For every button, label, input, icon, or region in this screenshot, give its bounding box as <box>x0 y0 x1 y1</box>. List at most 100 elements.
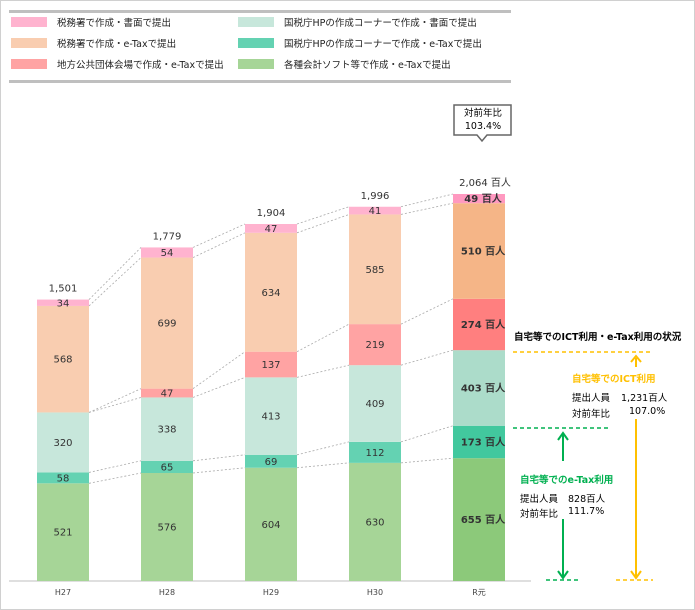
callout: 対前年比 103.4% <box>457 107 509 133</box>
data-label: 604 <box>261 520 280 531</box>
connector-line <box>296 323 350 353</box>
data-label: 173 百人 <box>461 435 506 448</box>
bar-segment <box>349 462 401 581</box>
data-label: 521 <box>53 528 72 539</box>
connector-line <box>192 232 246 258</box>
connector-line <box>88 257 142 307</box>
bar-segment <box>245 224 297 233</box>
x-tick-label: R元 <box>472 588 486 597</box>
callout-box <box>453 104 512 143</box>
connector-line <box>192 454 246 462</box>
connector-line <box>88 460 142 473</box>
ict-ratio-label: 対前年比 <box>572 409 611 420</box>
connector-line <box>88 472 142 484</box>
legend-label: 国税庁HPの作成コーナーで作成・書面で提出 <box>284 18 477 29</box>
connector-line <box>192 351 246 389</box>
connector-line <box>400 457 454 464</box>
connector-line <box>296 206 350 225</box>
legend-swatch <box>238 59 274 69</box>
legend-bottom-rule <box>9 80 511 83</box>
bar-segment <box>453 425 505 459</box>
connector-line <box>88 388 142 413</box>
bar-segment <box>349 324 401 366</box>
legend-label: 税務署で作成・書面で提出 <box>57 18 172 29</box>
bar-segment <box>245 351 297 378</box>
bar-segment <box>245 467 297 581</box>
legend-entry: 地方公共団体会場で作成・e-Taxで提出 <box>11 57 224 71</box>
x-tick-label: H28 <box>159 588 175 597</box>
data-label: 320 <box>53 438 72 449</box>
data-label: 274 百人 <box>461 318 506 331</box>
etax-count-label: 提出人員 <box>520 494 559 505</box>
bar-segment <box>349 206 401 215</box>
bar-segment <box>245 232 297 352</box>
etax-ratio: 111.7% <box>568 506 605 517</box>
legend-label: 税務署で作成・e-Taxで提出 <box>57 39 177 50</box>
data-label: 47 <box>161 389 174 400</box>
ict-label: 自宅等でのICT利用 <box>572 374 656 385</box>
ict-arrow-head <box>630 354 642 363</box>
data-label: 655 百人 <box>461 513 506 526</box>
data-label: 69 <box>265 457 278 468</box>
bar-segment <box>141 473 193 581</box>
etax-label: 自宅等でのe-Tax利用 <box>520 475 614 486</box>
connector-line <box>296 364 350 378</box>
data-label: 413 <box>261 412 280 423</box>
connector-line <box>88 247 142 300</box>
bar-segment <box>349 214 401 325</box>
ict-count-label: 提出人員 <box>572 393 611 404</box>
annotation-title: 自宅等でのICT利用・e-Tax利用の状況 <box>514 332 682 343</box>
connector-line <box>400 298 454 325</box>
data-label: 65 <box>161 462 174 473</box>
bar-segment <box>37 412 89 473</box>
total-label: 1,904 <box>257 208 286 219</box>
legend-entry: 国税庁HPの作成コーナーで作成・書面で提出 <box>238 15 477 29</box>
data-label: 510 百人 <box>461 245 506 258</box>
bar-segment <box>245 454 297 468</box>
bar-segment <box>453 194 505 204</box>
total-label: 1,501 <box>49 284 78 295</box>
connector-line <box>192 467 246 474</box>
bar-segment <box>453 350 505 426</box>
total-label: 2,064 百人 <box>459 177 511 189</box>
bar-segment <box>141 460 193 473</box>
bar-segment <box>453 298 505 351</box>
connector-line <box>400 349 454 366</box>
bar-segment <box>141 397 193 461</box>
legend-top-rule <box>9 10 511 13</box>
legend-swatch <box>11 59 47 69</box>
legend-entry: 税務署で作成・書面で提出 <box>11 15 171 29</box>
data-label: 54 <box>161 248 174 259</box>
bar-segment <box>37 472 89 484</box>
connector-line <box>400 425 454 443</box>
total-label: 1,779 <box>153 231 182 242</box>
legend-label: 地方公共団体会場で作成・e-Taxで提出 <box>57 60 224 71</box>
bar-segment <box>141 388 193 398</box>
bar-segment <box>141 257 193 389</box>
legend-entry: 各種会計ソフト等で作成・e-Taxで提出 <box>238 57 451 71</box>
ict-arrow-head-down <box>630 570 642 580</box>
data-label: 699 <box>157 319 176 330</box>
data-label: 219 <box>365 340 384 351</box>
legend-entry: 税務署で作成・e-Taxで提出 <box>11 36 176 50</box>
data-label: 409 <box>365 399 384 410</box>
total-label: 1,996 <box>361 191 390 202</box>
bar-segment <box>453 203 505 299</box>
bar-segment <box>349 441 401 463</box>
legend-swatch <box>238 17 274 27</box>
bar-segment <box>37 483 89 581</box>
data-label: 41 <box>369 206 382 217</box>
legend-label: 各種会計ソフト等で作成・e-Taxで提出 <box>284 60 451 71</box>
bar-segment <box>141 247 193 258</box>
connector-line <box>296 214 350 234</box>
data-label: 634 <box>261 288 280 299</box>
legend-entry: 国税庁HPの作成コーナーで作成・e-Taxで提出 <box>238 36 482 50</box>
callout-label: 対前年比 <box>463 108 502 119</box>
data-label: 58 <box>57 473 70 484</box>
etax-arrow-head-down <box>557 570 569 580</box>
bar-segment <box>37 299 89 306</box>
connector-line <box>192 223 246 248</box>
legend-swatch <box>11 38 47 48</box>
connector-line <box>88 397 142 413</box>
